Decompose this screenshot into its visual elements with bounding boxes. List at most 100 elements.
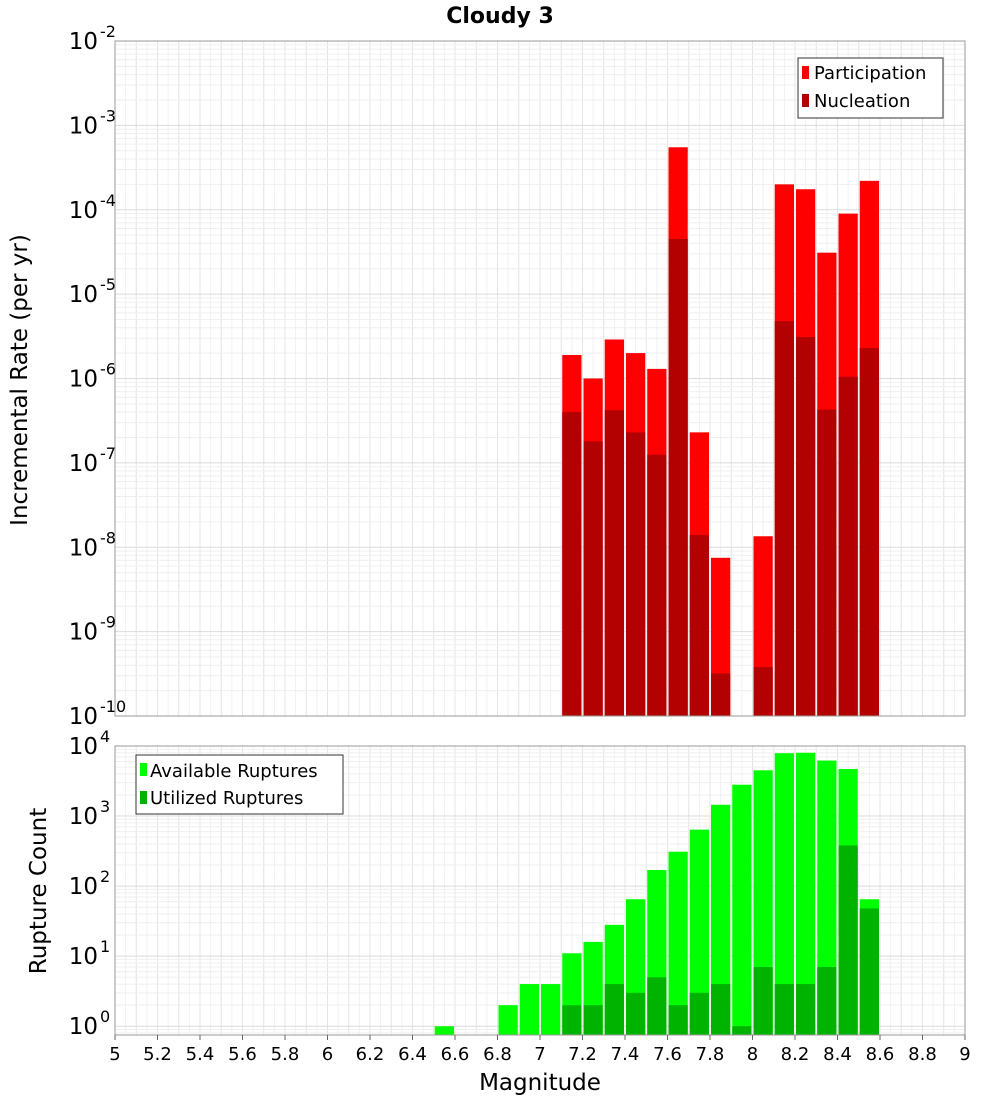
bottom-bar-available-ruptures xyxy=(817,760,837,1035)
x-tick-label: 5 xyxy=(109,1044,120,1065)
x-tick-label: 8.6 xyxy=(866,1044,895,1065)
top-bar-nucleation xyxy=(668,239,688,716)
top-y-tick-exponent: -5 xyxy=(100,275,116,294)
legend-swatch-available-ruptures xyxy=(140,763,147,776)
top-panel-grid xyxy=(114,40,966,717)
bottom-bar-utilized-ruptures xyxy=(817,967,837,1035)
legend-swatch-participation xyxy=(802,66,809,79)
bottom-bar-available-ruptures xyxy=(668,851,688,1035)
top-legend: Participation Nucleation xyxy=(797,57,944,119)
legend-label-participation: Participation xyxy=(814,63,926,84)
bottom-y-tick-label: 10 xyxy=(69,944,98,970)
top-bar-nucleation xyxy=(647,454,667,716)
top-y-tick-label: 10 xyxy=(69,198,98,224)
x-tick-label: 6 xyxy=(322,1044,333,1065)
bottom-bar-available-ruptures xyxy=(796,752,816,1035)
top-bar-nucleation xyxy=(562,412,582,716)
top-y-tick-label: 10 xyxy=(69,620,98,646)
x-tick-label: 7.6 xyxy=(653,1044,682,1065)
bottom-panel-bars xyxy=(434,752,879,1035)
legend-label-utilized-ruptures: Utilized Ruptures xyxy=(150,788,303,809)
top-bar-nucleation xyxy=(753,667,773,716)
bottom-bar-utilized-ruptures xyxy=(753,967,773,1035)
top-y-tick-label: 10 xyxy=(69,29,98,55)
x-tick-label: 5.2 xyxy=(143,1044,172,1065)
top-y-tick-exponent: -6 xyxy=(100,360,116,379)
top-y-tick-label: 10 xyxy=(69,704,98,730)
top-y-tick-label: 10 xyxy=(69,282,98,308)
legend-label-available-ruptures: Available Ruptures xyxy=(150,761,318,782)
top-bar-nucleation xyxy=(859,347,879,716)
bottom-y-axis-label: Rupture Count xyxy=(26,808,52,974)
x-tick-label: 5.4 xyxy=(186,1044,215,1065)
x-tick-label: 5.6 xyxy=(228,1044,257,1065)
top-bar-nucleation xyxy=(817,409,837,716)
bottom-bar-available-ruptures xyxy=(498,1005,518,1035)
bottom-bar-utilized-ruptures xyxy=(647,977,667,1035)
x-tick-label: 5.8 xyxy=(271,1044,300,1065)
top-bar-nucleation xyxy=(838,376,858,716)
top-legend-box xyxy=(797,57,944,119)
top-panel-bars xyxy=(562,147,879,717)
bottom-y-tick-exponent: 0 xyxy=(100,1007,110,1026)
x-tick-label: 9 xyxy=(959,1044,970,1065)
x-tick-label: 8.4 xyxy=(823,1044,852,1065)
bottom-bar-utilized-ruptures xyxy=(859,908,879,1035)
x-tick-label: 6.8 xyxy=(483,1044,512,1065)
bottom-bar-available-ruptures xyxy=(774,753,794,1035)
x-axis-ticks: 5 5.2 5.4 5.6 5.8 6 6.2 6.4 6.6 6.8 7 7.2 7.4 7.6 7.8 8… xyxy=(109,1035,971,1065)
top-y-tick-label: 10 xyxy=(69,535,98,561)
bottom-y-tick-exponent: 4 xyxy=(100,727,110,746)
x-tick-label: 8.8 xyxy=(908,1044,937,1065)
bottom-y-tick-exponent: 2 xyxy=(100,867,110,886)
chart-title: Cloudy 3 xyxy=(446,4,554,29)
top-y-tick-exponent: -10 xyxy=(100,697,126,716)
bottom-bar-utilized-ruptures xyxy=(774,984,794,1035)
top-panel-frame xyxy=(114,40,966,717)
top-bar-nucleation xyxy=(796,337,816,716)
top-bar-nucleation xyxy=(711,673,731,716)
x-tick-label: 7.2 xyxy=(568,1044,597,1065)
top-bar-nucleation xyxy=(604,410,624,716)
bottom-bar-utilized-ruptures xyxy=(583,1005,603,1035)
x-tick-label: 7.4 xyxy=(611,1044,640,1065)
bottom-y-tick-exponent: 1 xyxy=(100,937,110,956)
bottom-bar-available-ruptures xyxy=(689,829,709,1035)
x-tick-label: 6.2 xyxy=(356,1044,385,1065)
bottom-bar-utilized-ruptures xyxy=(732,1026,752,1035)
x-tick-label: 8 xyxy=(747,1044,758,1065)
bottom-y-tick-label: 10 xyxy=(69,734,98,760)
top-y-tick-exponent: -3 xyxy=(100,106,116,125)
bottom-bar-available-ruptures xyxy=(519,984,539,1035)
top-y-tick-exponent: -8 xyxy=(100,528,116,547)
bottom-bar-utilized-ruptures xyxy=(689,992,709,1035)
bottom-y-tick-exponent: 3 xyxy=(100,797,110,816)
bottom-bar-utilized-ruptures xyxy=(626,992,646,1035)
x-tick-label: 6.6 xyxy=(441,1044,470,1065)
top-y-tick-exponent: -2 xyxy=(100,22,116,41)
bottom-bar-utilized-ruptures xyxy=(668,1005,688,1035)
top-bar-nucleation xyxy=(689,534,709,716)
bottom-legend-box xyxy=(135,754,344,815)
bottom-bar-available-ruptures xyxy=(434,1026,454,1035)
x-tick-label: 7.8 xyxy=(696,1044,725,1065)
top-y-tick-exponent: -4 xyxy=(100,191,116,210)
top-bar-nucleation xyxy=(583,441,603,716)
top-y-tick-exponent: -7 xyxy=(100,444,116,463)
legend-label-nucleation: Nucleation xyxy=(814,91,910,112)
legend-swatch-utilized-ruptures xyxy=(140,791,147,804)
bottom-bar-utilized-ruptures xyxy=(604,984,624,1035)
x-tick-label: 8.2 xyxy=(781,1044,810,1065)
bottom-bar-utilized-ruptures xyxy=(796,984,816,1035)
top-bar-nucleation xyxy=(774,321,794,716)
top-bar-nucleation xyxy=(626,432,646,716)
top-y-tick-label: 10 xyxy=(69,367,98,393)
top-y-tick-exponent: -9 xyxy=(100,613,116,632)
bottom-y-tick-label: 10 xyxy=(69,804,98,830)
bottom-y-tick-label: 10 xyxy=(69,874,98,900)
bottom-bar-available-ruptures xyxy=(541,984,561,1035)
bottom-bar-available-ruptures xyxy=(711,804,731,1035)
